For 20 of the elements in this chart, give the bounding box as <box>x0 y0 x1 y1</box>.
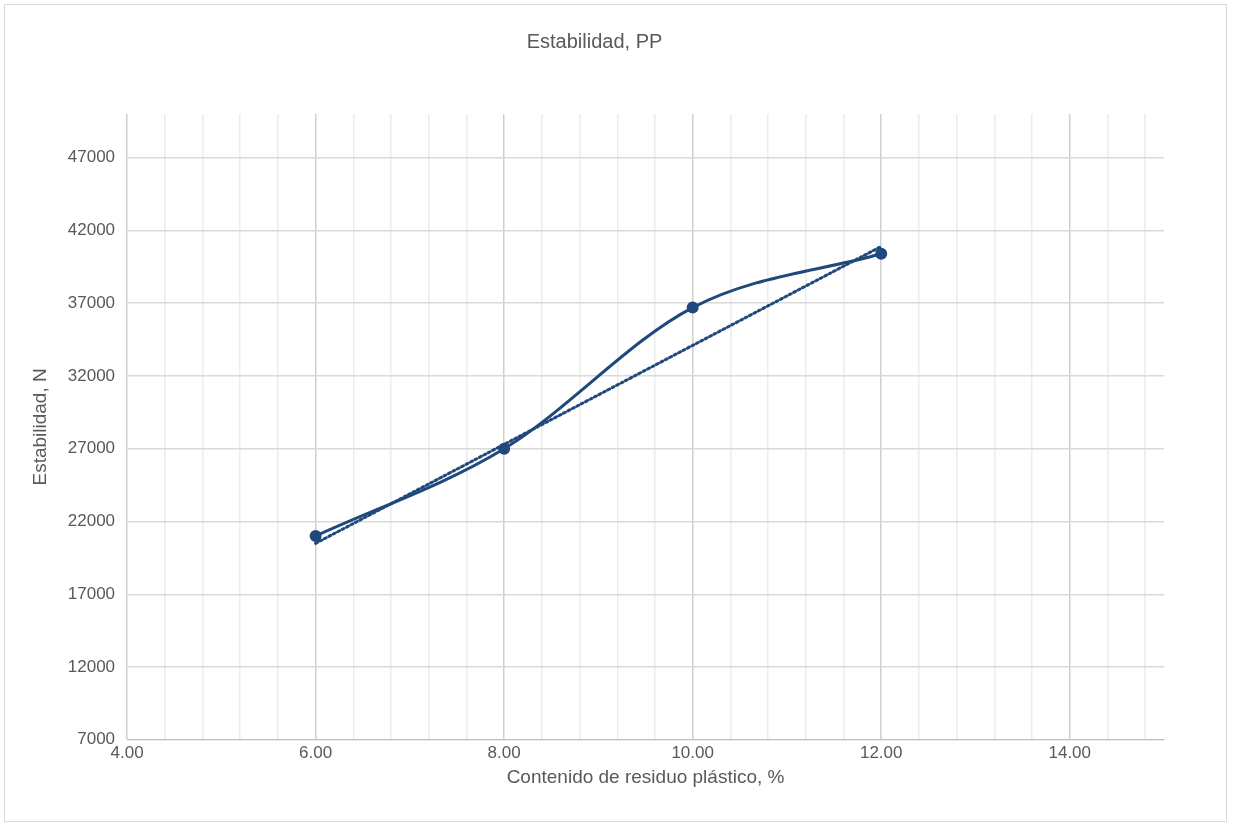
y-tick-label: 32000 <box>67 365 116 385</box>
point <box>875 247 888 260</box>
chart-title: Estabilidad, PP <box>526 29 663 52</box>
y-tick-label: 27000 <box>67 438 116 458</box>
x-tick-label: 10.00 <box>671 742 714 762</box>
point <box>498 442 511 455</box>
point <box>309 530 322 543</box>
y-tick-label: 47000 <box>67 147 116 167</box>
y-tick-label: 42000 <box>67 220 116 240</box>
y-tick-label: 12000 <box>67 656 116 676</box>
y-axis-title: Estabilidad, N <box>28 368 50 486</box>
y-tick-label: 37000 <box>67 292 116 312</box>
x-tick-label: 6.00 <box>299 742 333 762</box>
x-tick-label: 14.00 <box>1048 742 1092 762</box>
x-axis-title: Contenido de residuo plástico, % <box>506 765 785 787</box>
y-tick-label: 17000 <box>67 583 116 603</box>
x-tick-label: 12.00 <box>859 742 903 762</box>
point <box>686 301 699 314</box>
x-tick-label: 8.00 <box>487 742 521 762</box>
y-tick-label: 22000 <box>67 511 116 531</box>
